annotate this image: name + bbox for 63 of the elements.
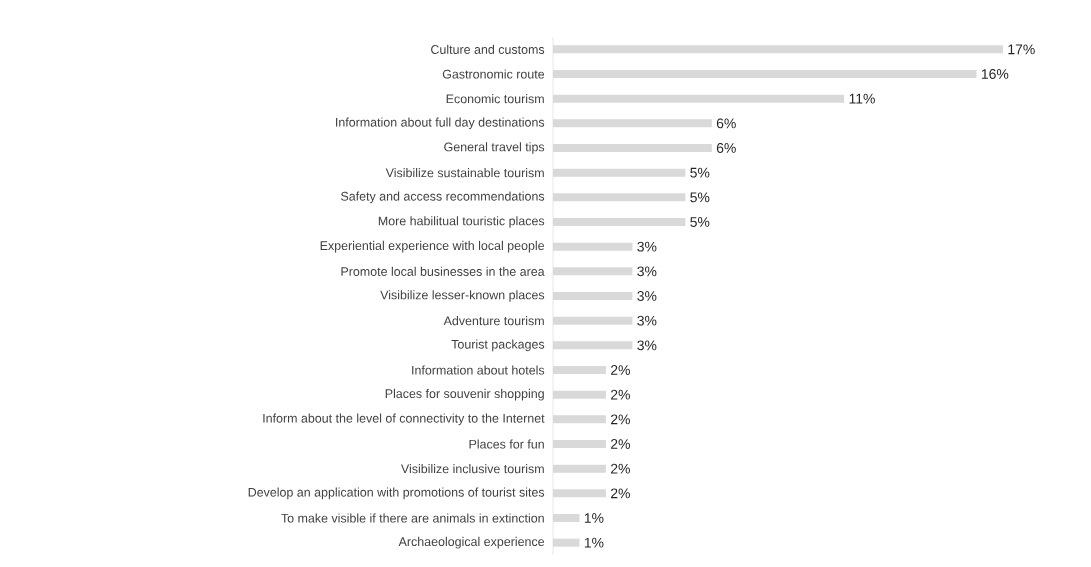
y-tick-label: Archaeological experience bbox=[398, 536, 545, 549]
data-label: 5% bbox=[690, 192, 710, 203]
data-label: 1% bbox=[584, 537, 604, 548]
data-label: 2% bbox=[611, 439, 630, 449]
bar bbox=[553, 168, 686, 177]
data-label: 5% bbox=[690, 167, 710, 178]
bar bbox=[553, 218, 686, 226]
data-label: 2% bbox=[611, 488, 630, 499]
bar bbox=[553, 341, 633, 350]
bar bbox=[553, 144, 712, 152]
y-tick-label: Gastronomic route bbox=[442, 69, 545, 79]
bar bbox=[553, 415, 606, 424]
bar bbox=[553, 70, 977, 78]
bar bbox=[553, 316, 633, 325]
data-label: 3% bbox=[637, 291, 657, 301]
bar bbox=[553, 514, 580, 523]
data-label: 3% bbox=[637, 315, 657, 326]
y-tick-label: Places for fun bbox=[469, 439, 544, 449]
data-label: 5% bbox=[690, 217, 710, 227]
y-tick-label: Places for souvenir shopping bbox=[385, 388, 544, 401]
y-tick-label: Visibilize lesser-known places bbox=[380, 290, 545, 302]
y-tick-label: To make visible if there are animals in extinction bbox=[281, 513, 544, 523]
bar bbox=[553, 538, 580, 547]
data-label: 1% bbox=[584, 513, 604, 523]
data-label: 2% bbox=[611, 414, 630, 425]
data-label: 17% bbox=[1008, 44, 1035, 55]
data-label: 2% bbox=[611, 365, 630, 375]
data-label: 6% bbox=[716, 118, 736, 129]
y-tick-label: Safety and access recommendations bbox=[341, 191, 545, 204]
y-tick-label: Information about hotels bbox=[412, 365, 545, 375]
y-tick-label: Economic tourism bbox=[446, 94, 544, 104]
y-tick-label: Visibilize sustainable tourism bbox=[385, 168, 544, 178]
y-tick-label: Inform about the level of connectivity to the Internet bbox=[263, 413, 545, 426]
y-tick-label: General travel tips bbox=[444, 142, 545, 154]
y-tick-label: Promote local businesses in the area bbox=[341, 266, 545, 276]
data-label: 6% bbox=[716, 143, 736, 153]
y-tick-label: Culture and customs bbox=[431, 44, 545, 54]
y-tick-label: Tourist packages bbox=[451, 339, 545, 352]
data-label: 2% bbox=[611, 463, 630, 474]
bar bbox=[553, 45, 1004, 54]
data-label: 11% bbox=[849, 93, 875, 104]
bar bbox=[553, 267, 633, 276]
y-tick-label: Visibilize inclusive tourism bbox=[400, 464, 544, 474]
y-tick-label: Information about full day destinations bbox=[336, 117, 545, 130]
data-label: 3% bbox=[637, 266, 657, 277]
bar bbox=[553, 119, 712, 128]
bar bbox=[553, 292, 633, 300]
bar bbox=[553, 94, 845, 103]
y-tick-label: Experiential experience with local people bbox=[320, 240, 545, 253]
data-label: 16% bbox=[981, 69, 1009, 79]
data-label: 3% bbox=[637, 340, 657, 351]
bar bbox=[553, 242, 633, 251]
bar bbox=[553, 489, 606, 498]
bar bbox=[553, 390, 606, 399]
bar bbox=[553, 464, 606, 473]
y-tick-label: Develop an application with promotions of tourist sites bbox=[248, 487, 545, 500]
y-tick-label: Adventure tourism bbox=[443, 316, 544, 326]
bar bbox=[553, 366, 606, 374]
y-tick-label: More habilitual touristic places bbox=[378, 216, 545, 228]
bar bbox=[553, 193, 686, 202]
data-label: 2% bbox=[611, 389, 630, 400]
data-label: 3% bbox=[637, 241, 657, 252]
bar bbox=[553, 440, 606, 448]
